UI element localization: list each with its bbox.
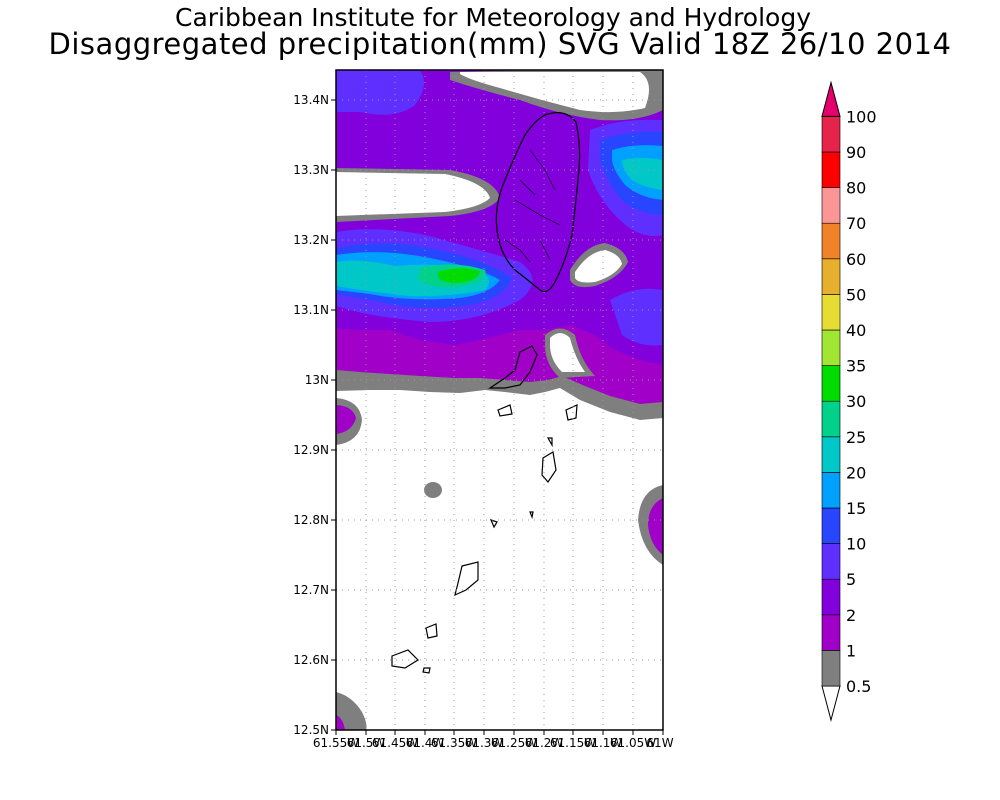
colorbar-lower-arrow xyxy=(821,685,841,722)
colorbar-swatch xyxy=(821,187,841,224)
colorbar-swatch xyxy=(821,507,841,544)
colorbar-level-label: 60 xyxy=(846,250,866,269)
lat-label: 13.4N xyxy=(293,93,329,107)
lat-label: 13N xyxy=(305,373,329,387)
colorbar-swatch xyxy=(821,543,841,580)
lat-label: 13.2N xyxy=(293,233,329,247)
lat-label: 12.7N xyxy=(293,583,329,597)
colorbar-swatch xyxy=(821,116,841,153)
lon-label: 61.4W xyxy=(406,736,445,750)
colorbar-level-label: 80 xyxy=(846,179,866,198)
colorbar-swatch xyxy=(821,222,841,260)
colorbar-level-label: 20 xyxy=(846,463,866,482)
colorbar-upper-arrow xyxy=(821,80,841,117)
colorbar-swatch xyxy=(821,258,841,295)
lon-label: 61.55W xyxy=(313,736,359,750)
map-frame xyxy=(335,69,664,731)
lon-label: 61.3W xyxy=(465,736,504,750)
lon-label: 61.35W xyxy=(431,736,477,750)
lon-label: 61.5W xyxy=(347,736,386,750)
grid-lines xyxy=(336,70,663,730)
title-line-1: Caribbean Institute for Meteorology and … xyxy=(175,3,811,32)
colorbar-swatch xyxy=(821,472,841,509)
longitude-labels: 61.55W 61.5W 61.45W 61.4W 61.35W 61.3W 6… xyxy=(313,736,674,750)
colorbar-swatch xyxy=(821,650,841,687)
colorbar-level-label: 2 xyxy=(846,606,856,625)
colorbar-swatch xyxy=(821,151,841,188)
colorbar-level-label: 40 xyxy=(846,321,866,340)
colorbar-swatch xyxy=(821,365,841,402)
colorbar-level-label: 10 xyxy=(846,535,866,554)
colorbar-level-label: 15 xyxy=(846,499,866,518)
latitude-labels: 13.4N 13.3N 13.2N 13.1N 13N 12.9N 12.8N … xyxy=(293,93,329,737)
lon-label: 61.2W xyxy=(525,736,564,750)
lat-label: 12.8N xyxy=(293,513,329,527)
lon-label: 61.15W xyxy=(550,736,596,750)
colorbar-level-label: 100 xyxy=(846,107,877,126)
lon-label: 61.25W xyxy=(491,736,537,750)
colorbar-swatch xyxy=(821,294,841,331)
colorbar-swatch xyxy=(821,329,841,366)
colorbar-swatch xyxy=(821,400,841,438)
lat-label: 12.6N xyxy=(293,653,329,667)
colorbar-level-label: 50 xyxy=(846,285,866,304)
lat-label: 12.5N xyxy=(293,723,329,737)
colorbar-level-label: 1 xyxy=(846,641,856,660)
colorbar-swatch xyxy=(821,436,841,473)
lon-label: 61.05W xyxy=(610,736,656,750)
colorbar-level-label: 30 xyxy=(846,392,866,411)
lon-label: 61W xyxy=(646,736,673,750)
colorbar-swatch xyxy=(821,578,841,616)
colorbar-level-label: 70 xyxy=(846,214,866,233)
colorbar-level-label: 35 xyxy=(846,357,866,376)
lat-label: 13.3N xyxy=(293,163,329,177)
precip-field xyxy=(336,70,663,730)
lat-label: 12.9N xyxy=(293,443,329,457)
colorbar-level-label: 0.5 xyxy=(846,677,871,696)
colorbar-level-label: 90 xyxy=(846,143,866,162)
title-line-2: Disaggregated precipitation(mm) SVG Vali… xyxy=(48,27,952,61)
lat-label: 13.1N xyxy=(293,303,329,317)
colorbar-level-label: 5 xyxy=(846,570,856,589)
lon-label: 61.1W xyxy=(584,736,623,750)
lon-label: 61.45W xyxy=(372,736,418,750)
colorbar-level-label: 25 xyxy=(846,428,866,447)
colorbar-swatch xyxy=(821,614,841,651)
